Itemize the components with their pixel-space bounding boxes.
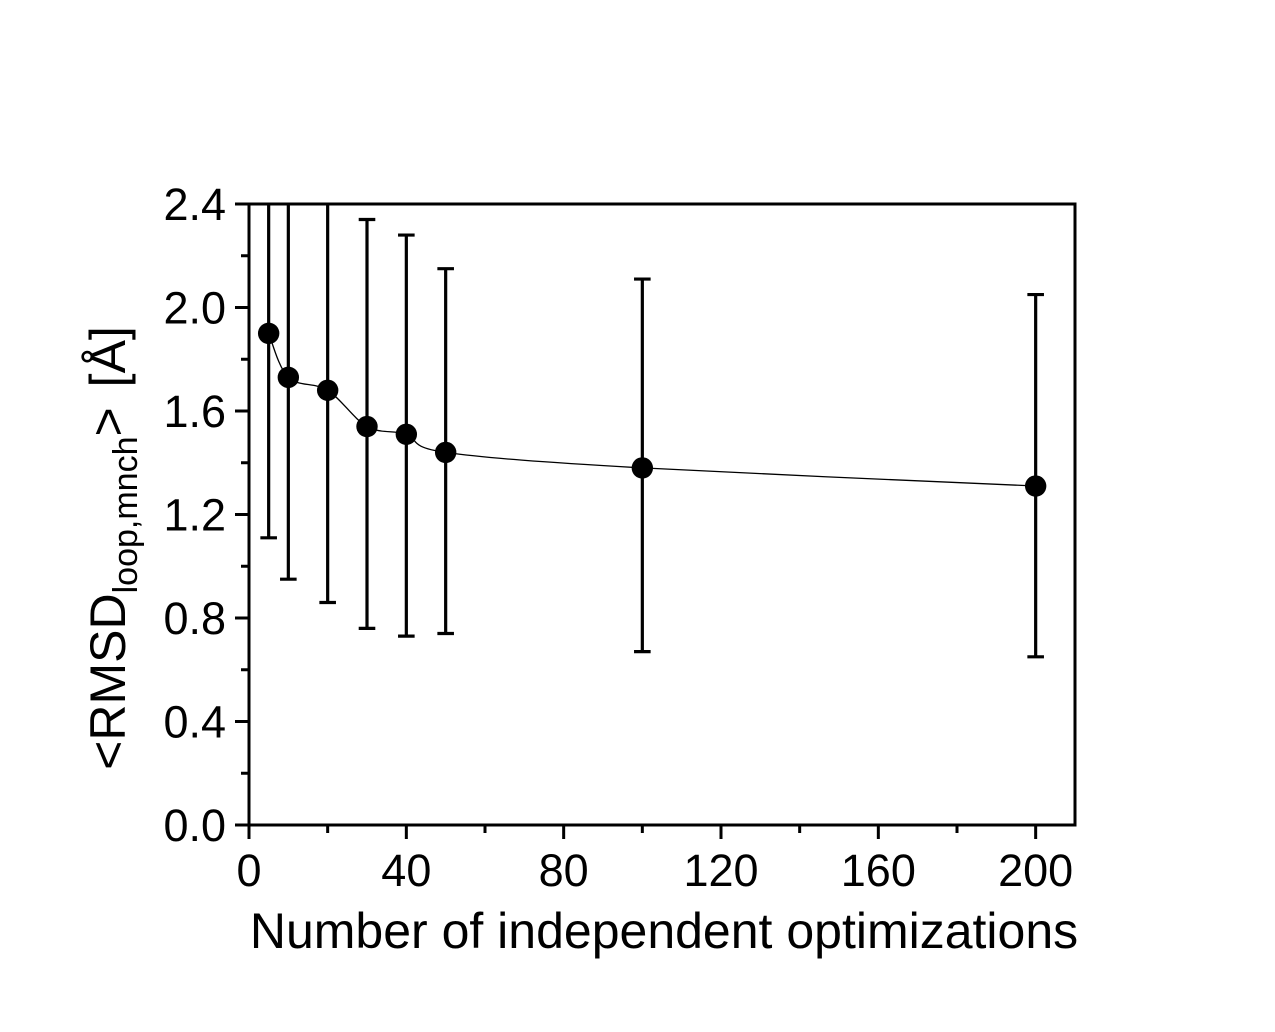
data-point xyxy=(277,366,300,389)
x-tick-label: 40 xyxy=(381,845,431,896)
y-axis-title-post: > xyxy=(80,407,136,436)
y-axis-title-unit: [Å] xyxy=(80,326,136,387)
y-tick-label: 0.8 xyxy=(163,593,226,644)
data-point xyxy=(257,322,280,345)
y-axis-title-pre: <RMSD xyxy=(80,593,136,769)
y-tick-label: 2.4 xyxy=(163,179,226,230)
y-tick-label: 1.6 xyxy=(163,386,226,437)
y-tick-label: 2.0 xyxy=(163,283,226,334)
data-point xyxy=(631,457,654,479)
y-tick-label: 0.0 xyxy=(163,800,226,851)
y-tick-label: 1.2 xyxy=(163,490,226,541)
x-tick-label: 200 xyxy=(998,845,1073,896)
plot-content: 0 40 80 120 160 200 0.0 0.4 0.8 1.2 1.6 2.0 2.4 xyxy=(163,179,1073,896)
x-tick-label: 160 xyxy=(841,845,916,896)
y-axis-title-subscript: loop,mnch xyxy=(107,437,145,594)
data-point xyxy=(316,379,339,401)
data-point xyxy=(356,415,378,438)
x-tick-label: 120 xyxy=(683,845,758,896)
data-point xyxy=(1024,475,1047,497)
x-tick-label: 80 xyxy=(539,845,589,896)
x-axis-title: Number of independent optimizations xyxy=(250,903,1078,959)
x-tick-label: 0 xyxy=(236,845,261,896)
data-point xyxy=(395,423,418,445)
fit-curve xyxy=(268,333,1036,487)
y-tick-label: 0.4 xyxy=(163,697,226,748)
plot-area xyxy=(247,202,1077,827)
y-axis-title: <RMSDloop,mnch> [Å] xyxy=(80,326,145,770)
data-point xyxy=(434,441,457,464)
